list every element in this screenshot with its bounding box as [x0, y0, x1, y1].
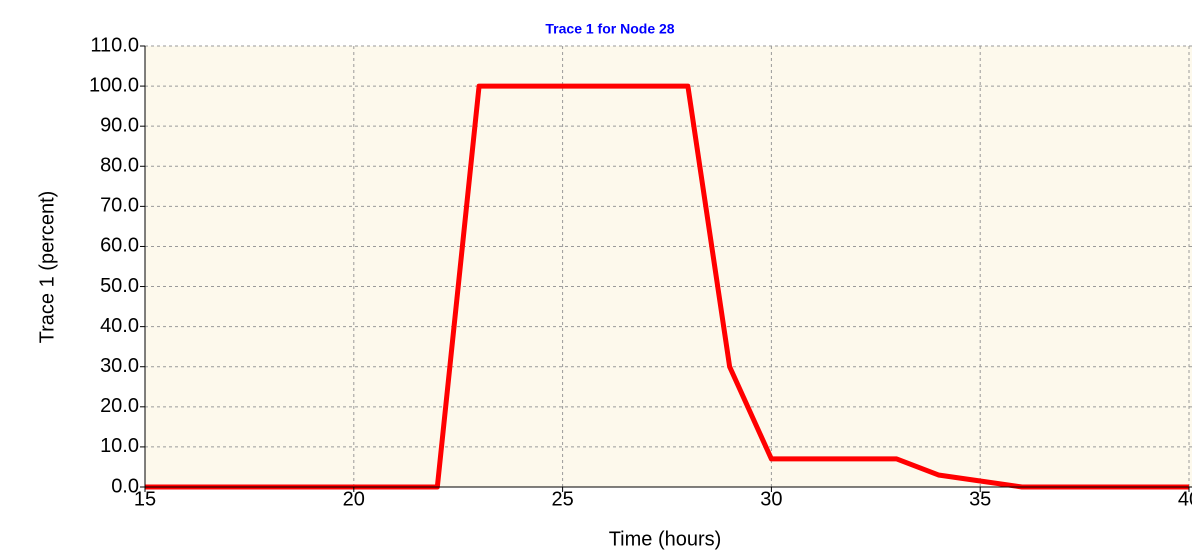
y-tick-label: 20.0	[100, 395, 139, 417]
y-tick-label: 40.0	[100, 315, 139, 337]
plot-area	[145, 46, 1192, 487]
y-tick-label: 0.0	[111, 475, 139, 497]
y-axis-label: Trace 1 (percent)	[36, 191, 58, 344]
y-tick-label: 50.0	[100, 275, 139, 297]
x-tick-label: 25	[551, 488, 573, 510]
y-tick-label: 80.0	[100, 155, 139, 177]
grid	[145, 45, 1192, 487]
y-tick-label: 100.0	[89, 74, 139, 96]
x-axis-label: Time (hours)	[609, 528, 722, 550]
y-tick-label: 30.0	[100, 355, 139, 377]
x-tick-label: 40	[1178, 488, 1192, 510]
x-tick-label: 15	[134, 488, 156, 510]
y-tick-label: 70.0	[100, 195, 139, 217]
y-tick-label: 110.0	[90, 34, 139, 56]
x-tick-label: 35	[969, 488, 991, 510]
y-tick-label: 10.0	[100, 435, 139, 457]
chart-title: Trace 1 for Node 28	[545, 21, 674, 37]
x-tick-label: 30	[760, 488, 782, 510]
x-tick-label: 20	[343, 488, 365, 510]
y-tick-label: 60.0	[100, 235, 139, 257]
line-series	[145, 83, 1189, 490]
marks	[145, 83, 1189, 490]
y-tick-label: 90.0	[100, 114, 139, 136]
